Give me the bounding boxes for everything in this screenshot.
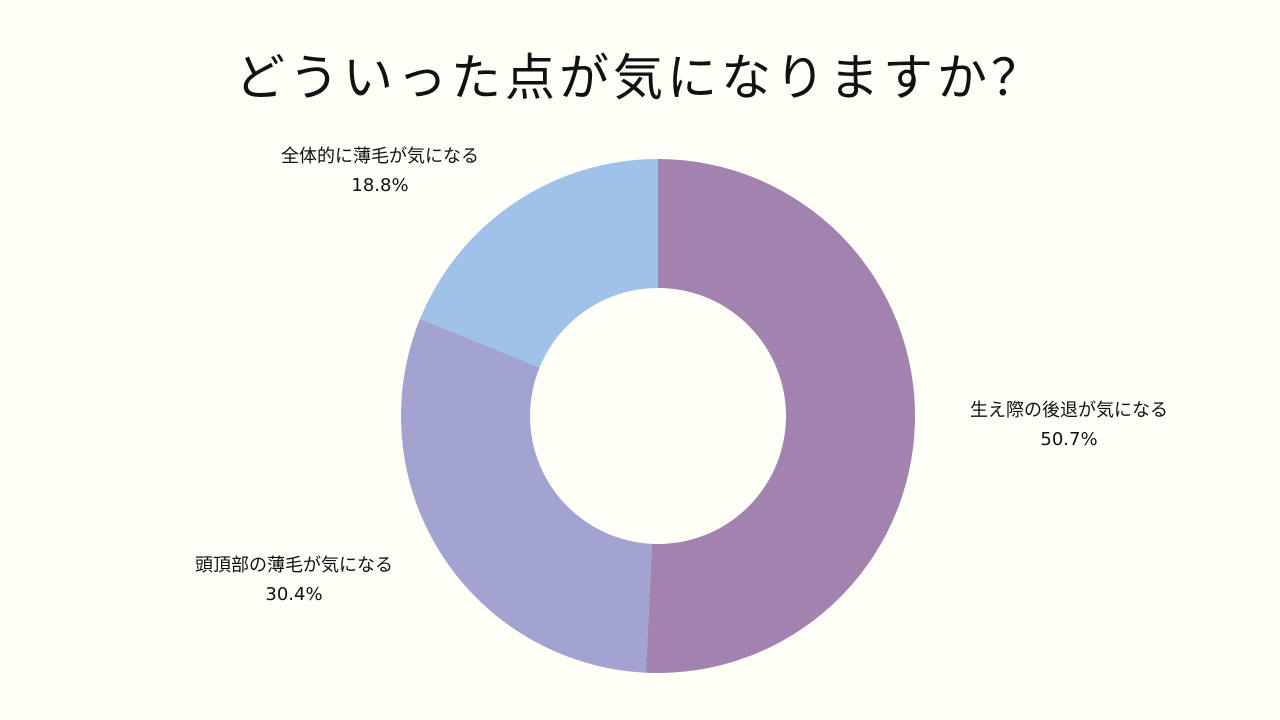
slice-label-category: 頭頂部の薄毛が気になる — [195, 555, 393, 576]
slice-label-3: 全体的に薄毛が気になる 18.8% — [281, 142, 479, 200]
donut-slice-3 — [420, 159, 658, 368]
slice-label-1: 生え際の後退が気になる 50.7% — [970, 396, 1168, 454]
slice-label-value: 30.4% — [265, 584, 323, 605]
slice-label-category: 生え際の後退が気になる — [970, 400, 1168, 421]
slice-label-value: 18.8% — [351, 175, 409, 196]
donut-slice-1 — [645, 159, 915, 673]
slice-label-2: 頭頂部の薄毛が気になる 30.4% — [195, 551, 393, 609]
slice-label-value: 50.7% — [1040, 429, 1098, 450]
chart-title: どういった点が気になりますか？ — [235, 49, 1045, 107]
donut-slice-2 — [401, 318, 652, 673]
slice-label-category: 全体的に薄毛が気になる — [281, 146, 479, 167]
